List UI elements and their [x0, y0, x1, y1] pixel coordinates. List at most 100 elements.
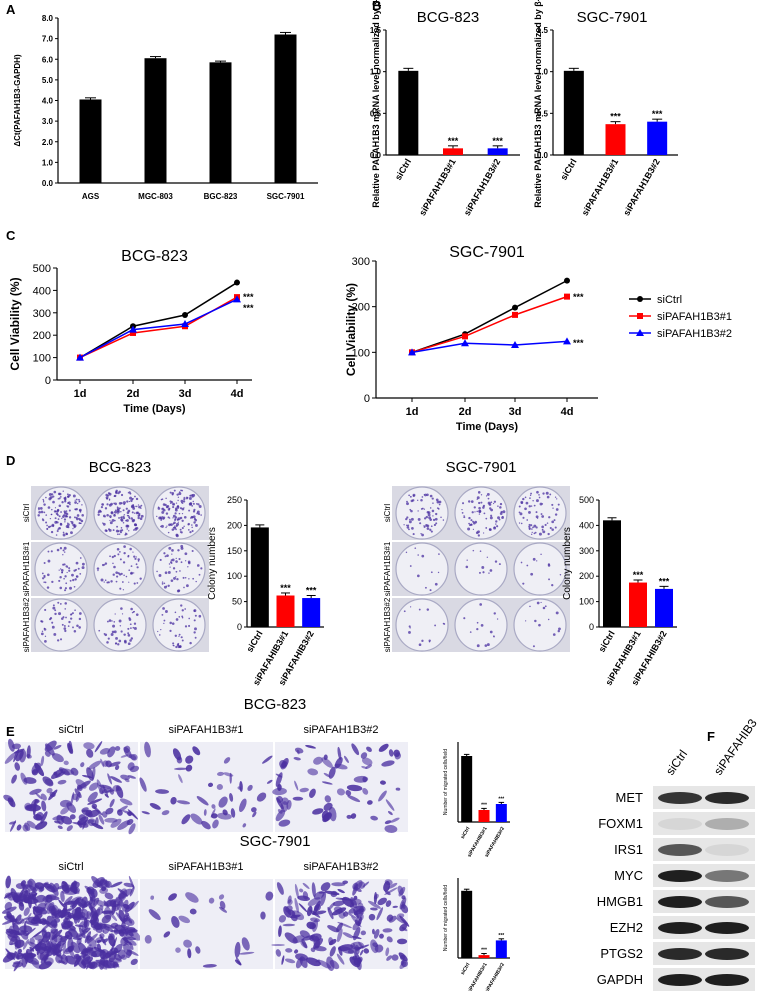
migrated-cell [108, 957, 122, 963]
colony-dot [189, 641, 192, 645]
migrated-cell [78, 814, 86, 822]
colony-dot [430, 571, 433, 574]
colony-dot [47, 573, 50, 577]
migrated-cell [24, 802, 32, 811]
colony-dot [43, 581, 45, 583]
colony-dot [73, 516, 76, 519]
colony-dot [49, 518, 52, 520]
migrated-cell [112, 785, 120, 792]
colony-dot [429, 494, 433, 498]
colony-dot [44, 608, 47, 612]
colony-dot [189, 531, 192, 534]
C2-y-tick-label: 100 [352, 347, 370, 359]
blot-band [658, 922, 702, 934]
A-y-label: ΔCt(PAFAH1B3-GAPDH) [13, 54, 22, 147]
D2-x-tick-label: siCtrl [597, 629, 617, 654]
colony-dot [160, 629, 162, 631]
migrated-cell [276, 882, 284, 895]
colony-dot [102, 504, 104, 506]
colony-dot [117, 553, 120, 556]
C1-y-label: Cell Viability (%) [8, 277, 22, 370]
colony-dot [58, 497, 61, 500]
colony-dot [161, 507, 163, 510]
colony-dot [61, 617, 64, 620]
migrated-cell [60, 806, 70, 815]
E2-bar [461, 890, 473, 958]
colony-dot [552, 507, 554, 509]
migrated-cell [110, 929, 119, 933]
colony-dot [520, 561, 523, 564]
colony-dot [438, 503, 441, 506]
migrated-cell [72, 822, 87, 826]
E2-y-label: Number of migrated cells/field [443, 885, 449, 951]
migrated-cell [281, 797, 289, 805]
migrated-cell [106, 950, 112, 958]
colony-dot [46, 528, 48, 530]
colony-dot [172, 514, 176, 518]
colony-dot [540, 553, 542, 556]
migrated-cell [328, 806, 337, 822]
E2-bar [495, 940, 507, 958]
C1-x-tick-label: 1d [74, 388, 87, 400]
plate-row-label: siPAFAH1B3#2 [383, 597, 392, 652]
migrated-cell [175, 947, 181, 953]
colony-dot [127, 632, 130, 635]
migrated-cell [20, 880, 26, 887]
E1-x-tick-label: siCtrl [460, 825, 472, 840]
colony-dot [540, 601, 542, 604]
migrated-cell [366, 746, 372, 752]
colony-dot [136, 511, 140, 514]
migrated-cell [377, 897, 387, 906]
migrated-cell [171, 915, 180, 928]
colony-dot [533, 524, 537, 528]
colony-dot [57, 498, 60, 500]
migrated-cell [75, 933, 83, 941]
migrated-cell [76, 901, 85, 909]
colony-dot [178, 633, 181, 636]
migrated-cell [60, 935, 68, 942]
migrated-cell [67, 908, 72, 912]
colony-dot [56, 548, 60, 552]
migrated-cell [70, 941, 81, 954]
colony-dot [131, 511, 134, 514]
migrated-cell [35, 792, 43, 800]
migrated-cell [103, 923, 116, 929]
colony-dot [173, 521, 176, 525]
B2-y-tick-label: 1.5 [537, 26, 549, 35]
colony-dot [528, 527, 531, 530]
colony-dot [106, 620, 109, 623]
migration-column-label: siPAFAH1B3#2 [303, 861, 378, 873]
colony-dot [429, 528, 432, 531]
C2-point [511, 341, 519, 349]
migrated-cell [281, 955, 285, 965]
colony-dot [430, 530, 433, 533]
legend-marker [637, 296, 643, 302]
migrated-cell [102, 784, 109, 796]
colony-dot [531, 528, 533, 530]
migrated-cell [242, 823, 247, 828]
colony-dot [548, 516, 551, 519]
migrated-cell [401, 927, 408, 932]
colony-dot [123, 545, 126, 548]
colony-dot [119, 558, 122, 561]
migrated-cell [92, 922, 104, 931]
colony-dot [194, 636, 197, 639]
colony-dot [182, 576, 185, 579]
blot-protein-label: HMGB1 [597, 894, 643, 909]
colony-dot [136, 582, 139, 584]
B1-x-tick-label: siCtrl [393, 157, 413, 182]
colony-dot [174, 518, 177, 521]
colony-dot [108, 503, 112, 507]
migrated-cell [329, 946, 336, 957]
colony-dot [194, 627, 197, 631]
colony-dot [106, 503, 109, 506]
migrated-cell [372, 928, 375, 935]
colony-dot [40, 620, 43, 623]
colony-dot [111, 518, 115, 522]
colony-dot [484, 644, 488, 647]
colony-dot [160, 517, 163, 520]
migrated-cell [124, 778, 130, 783]
colony-dot [526, 564, 529, 567]
migrated-cell [5, 948, 15, 960]
C1-y-tick-label: 300 [33, 308, 51, 320]
